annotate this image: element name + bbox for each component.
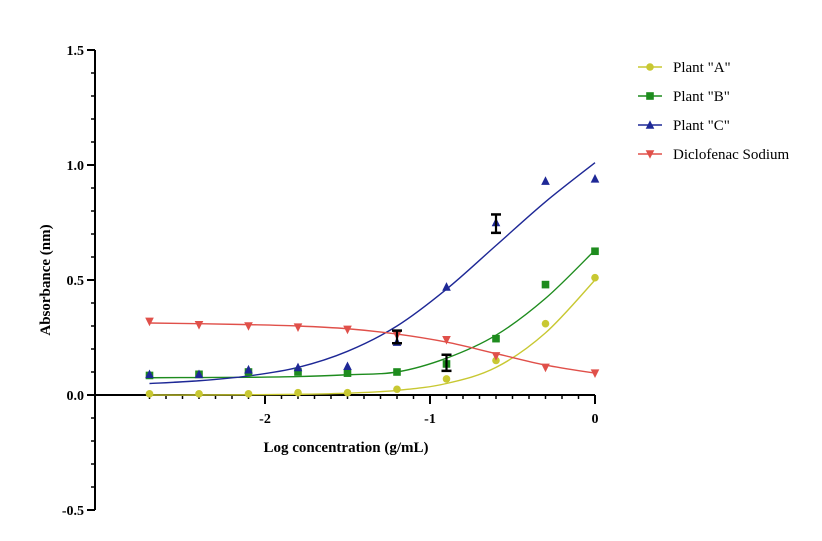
y-major-ticks [87, 49, 95, 511]
x-axis-title: Log concentration (g/mL) [264, 440, 429, 456]
fit-curve [149, 322, 596, 374]
data-point-triangle-down [244, 322, 253, 331]
tick-labels: -0.5 0.0 0.5 1.0 1.5 -2 -1 0 [62, 44, 599, 519]
data-point-circle [591, 273, 599, 282]
legend-label: Plant "B" [673, 89, 730, 105]
legend-label: Plant "C" [673, 118, 730, 134]
data-point-triangle [442, 282, 451, 291]
data-point-circle [195, 390, 203, 398]
legend-entry: Diclofenac Sodium [638, 147, 790, 163]
data-point-triangle-down [541, 363, 550, 373]
y-tick-label: 0.5 [67, 274, 85, 289]
legend-marker [646, 63, 654, 71]
legend-marker [645, 150, 655, 159]
data-point-triangle-down [491, 352, 501, 361]
data-point-circle [541, 319, 550, 328]
x-tick-label: -1 [424, 412, 436, 427]
y-tick-label: 0.0 [67, 389, 85, 404]
fit-curve [149, 279, 596, 396]
error-bar [392, 329, 402, 345]
legend: Plant "A" Plant "B" Plant "C" Diclofenac… [638, 60, 790, 163]
fit-curves [149, 162, 596, 396]
data-point-triangle-down [343, 325, 352, 335]
error-bar [441, 353, 452, 373]
error-bars [392, 213, 501, 373]
y-axis-title: Absorbance (nm) [38, 224, 54, 335]
data-point-triangle [145, 369, 154, 379]
y-minor-ticks [91, 72, 95, 488]
data-point-square [393, 368, 401, 376]
y-tick-label: 1.0 [67, 159, 85, 174]
data-point-triangle [293, 362, 303, 372]
data-point-triangle [590, 174, 600, 183]
legend-entry: Plant "C" [638, 118, 730, 134]
x-tick-label: -2 [259, 412, 271, 427]
legend-label: Diclofenac Sodium [673, 147, 790, 163]
data-point-square [492, 334, 500, 343]
data-point-circle [145, 390, 154, 398]
legend-symbol-triangle-down [638, 150, 662, 159]
fit-curve [149, 249, 596, 379]
data-point-triangle [244, 364, 253, 374]
legend-entry: Plant "A" [638, 60, 731, 76]
data-point-triangle-down [145, 317, 154, 327]
data-point-circle [393, 385, 401, 394]
legend-marker [645, 120, 655, 129]
data-point-triangle [541, 176, 550, 185]
data-point-circle [294, 388, 302, 397]
y-tick-label: 1.5 [67, 44, 85, 59]
data-point-triangle-down [293, 323, 303, 332]
data-point-circle [343, 388, 352, 397]
data-point-triangle [194, 369, 204, 379]
legend-symbol-square [638, 92, 662, 100]
data-point-triangle-down [590, 369, 600, 378]
data-point-square [541, 280, 550, 289]
legend-symbol-circle [638, 63, 662, 71]
data-points [145, 174, 600, 398]
data-point-triangle-down [194, 321, 204, 330]
error-bar [491, 213, 501, 235]
legend-marker [646, 92, 654, 100]
x-tick-label: 0 [592, 412, 599, 427]
data-point-triangle [343, 361, 352, 371]
data-point-circle [244, 390, 253, 398]
data-point-triangle-down [442, 336, 451, 345]
fit-curve [149, 162, 596, 385]
data-point-square [591, 247, 599, 256]
data-point-circle [442, 375, 451, 383]
legend-entry: Plant "B" [638, 89, 730, 105]
y-tick-label: -0.5 [62, 504, 84, 519]
data-point-square [294, 368, 302, 376]
legend-label: Plant "A" [673, 60, 731, 76]
data-point-square [343, 369, 352, 377]
legend-symbol-triangle [638, 120, 662, 129]
x-major-ticks [264, 395, 596, 404]
